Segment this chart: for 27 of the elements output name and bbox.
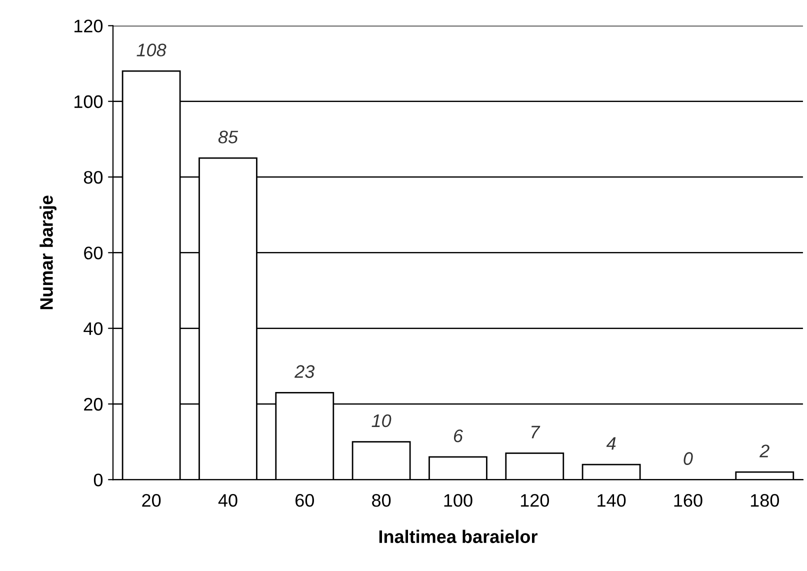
y-tick-label: 80 xyxy=(84,170,103,184)
data-label: 6 xyxy=(454,429,463,442)
data-label: 10 xyxy=(372,414,392,428)
y-tick-label: 20 xyxy=(84,398,103,411)
y-tick-label: 100 xyxy=(74,95,103,108)
x-tick-label: 20 xyxy=(142,494,161,507)
x-tick-label: 60 xyxy=(296,494,314,507)
y-tick-label: 0 xyxy=(94,474,103,486)
y-tick-label: 120 xyxy=(74,20,103,32)
data-label: 85 xyxy=(218,130,238,144)
data-label: 2 xyxy=(760,444,770,458)
data-label: 0 xyxy=(684,452,693,465)
data-label: 23 xyxy=(294,365,315,378)
x-tick-label: 120 xyxy=(520,494,549,507)
y-tick-label: 40 xyxy=(84,322,103,336)
x-tick-label: 100 xyxy=(444,494,472,507)
data-label: 7 xyxy=(531,426,540,438)
x-tick-label: 80 xyxy=(372,494,391,507)
x-tick-label: 140 xyxy=(598,494,626,507)
data-label: 4 xyxy=(606,437,616,450)
data-label: 108 xyxy=(136,44,166,56)
y-tick-label: 60 xyxy=(84,246,103,260)
x-axis-title: Inaltimea baraielor xyxy=(379,530,538,544)
y-axis-title: Numar baraje xyxy=(40,196,56,310)
x-tick-label: 180 xyxy=(750,494,779,507)
x-tick-label: 160 xyxy=(674,494,702,507)
x-tick-label: 40 xyxy=(218,494,238,507)
